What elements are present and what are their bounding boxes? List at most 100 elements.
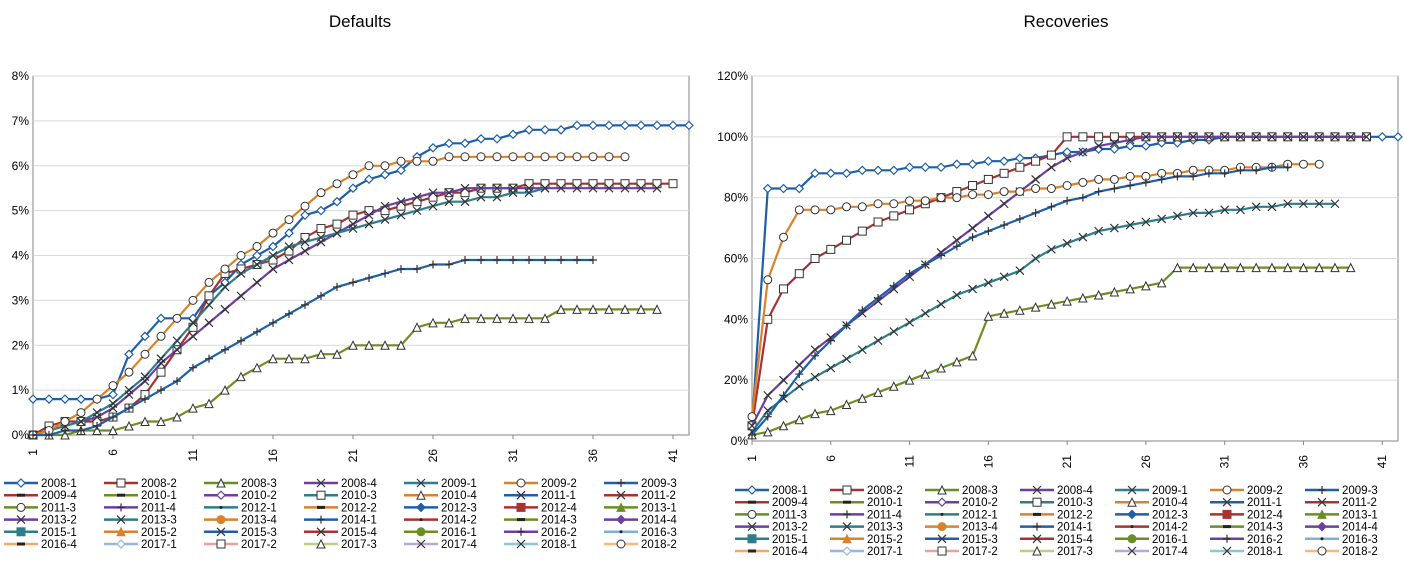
legend-label: 2011-4 [141, 502, 177, 514]
data-point [460, 183, 470, 193]
data-point [476, 133, 486, 144]
data-point [1094, 132, 1104, 142]
data-point [1110, 184, 1119, 193]
series-line [33, 308, 657, 437]
data-point [28, 394, 38, 404]
data-point [794, 414, 805, 425]
legend-marker [216, 515, 226, 525]
data-point [999, 156, 1009, 167]
data-point [841, 168, 852, 179]
data-point [842, 235, 852, 245]
data-point [189, 363, 197, 372]
legend-label: 2016-2 [1247, 534, 1283, 546]
data-point [444, 138, 454, 149]
data-point [316, 233, 326, 242]
series-line [32, 155, 625, 437]
recoveries-legend: 2008-1 2008-2 2008-3 2008-4 2009-1 2009-2 2009… [735, 484, 1378, 558]
y-tick-label: 2% [12, 338, 30, 352]
data-point [748, 430, 756, 439]
legend-marker [617, 479, 625, 487]
legend-item: 2017-2 [204, 539, 277, 551]
data-point [794, 205, 804, 215]
data-point [1219, 262, 1230, 273]
data-point [1204, 169, 1213, 178]
data-point [762, 426, 773, 437]
data-point [1046, 162, 1056, 172]
legend-marker [1317, 497, 1327, 507]
legend-item: 2010-3 [304, 490, 377, 502]
data-point [380, 215, 390, 225]
legend-label: 2008-4 [1057, 485, 1093, 497]
x-tick-label: 1 [26, 449, 40, 456]
legend-marker [117, 493, 125, 497]
legend-label: 2017-2 [962, 546, 998, 558]
data-point [284, 242, 294, 251]
data-point [173, 377, 181, 386]
data-point [204, 300, 214, 310]
legend-label: 2011-1 [1247, 497, 1282, 509]
recoveries-chart: 0%20%40%60%80%100%120%1 6 11 16 21 26 31 36 41 [717, 69, 1403, 468]
data-point [316, 188, 326, 198]
data-point [652, 183, 662, 193]
legend-marker [416, 478, 426, 488]
legend-marker [1222, 509, 1232, 519]
data-point [524, 125, 534, 135]
legend-item: 2013-4 [204, 515, 277, 527]
legend-marker [1127, 485, 1137, 495]
data-point [1314, 199, 1324, 209]
data-point [1078, 193, 1087, 202]
data-point [364, 174, 374, 185]
data-point [1046, 299, 1057, 309]
data-point [1330, 199, 1340, 209]
legend-label: 2016-2 [541, 527, 577, 539]
data-point [1109, 174, 1119, 184]
legend-label: 2010-4 [1152, 497, 1188, 509]
data-point [492, 192, 502, 202]
data-point [108, 425, 118, 436]
legend-marker [748, 500, 756, 504]
series-2008-1 [28, 120, 694, 404]
legend-item: 2016-1 [1115, 534, 1188, 546]
data-point [636, 120, 646, 131]
legend-label: 2008-3 [241, 478, 277, 490]
x-tick-label: 21 [346, 449, 360, 463]
data-point [620, 152, 630, 162]
data-point [1093, 289, 1104, 300]
series-2008-4 [28, 183, 662, 440]
legend-marker [1318, 486, 1326, 494]
data-point [636, 183, 646, 193]
legend-label: 2016-3 [1342, 534, 1378, 546]
series-2009-1 [28, 183, 550, 440]
legend-marker [747, 534, 757, 544]
y-tick-label: 100% [717, 130, 748, 144]
data-point [172, 345, 182, 355]
x-tick-label: 31 [506, 449, 520, 463]
data-point [1346, 132, 1356, 142]
data-point [572, 120, 582, 131]
legend-marker [1032, 545, 1042, 556]
data-point [794, 381, 804, 391]
legend-label: 2018-1 [1247, 546, 1283, 558]
data-point [220, 282, 230, 292]
legend-label: 2015-2 [141, 527, 177, 539]
legend-marker [216, 477, 226, 488]
legend-label: 2008-3 [962, 485, 998, 497]
legend-label: 2012-2 [1057, 509, 1093, 521]
legend-item: 2009-3 [604, 478, 677, 490]
legend-label: 2012-3 [1152, 509, 1188, 521]
data-point [794, 183, 805, 194]
legend-label: 2015-2 [867, 534, 903, 546]
legend-label: 2008-4 [341, 478, 377, 490]
legend-marker [16, 527, 26, 537]
data-point [572, 183, 582, 193]
legend-marker [1127, 534, 1137, 544]
data-point [999, 272, 1009, 282]
x-tick-label: 11 [186, 449, 200, 462]
legend-label: 2009-2 [1247, 485, 1283, 497]
data-point [92, 408, 102, 417]
legend-item: 2013-2 [4, 515, 77, 527]
legend-marker [1317, 521, 1327, 532]
data-point [1078, 292, 1088, 303]
data-point [476, 192, 486, 202]
data-point [221, 345, 229, 354]
